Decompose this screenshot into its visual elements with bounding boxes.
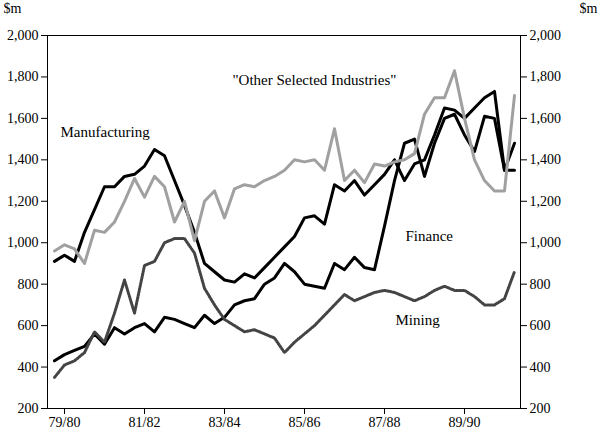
svg-text:1,000: 1,000	[530, 235, 562, 250]
svg-text:Mining: Mining	[396, 312, 441, 328]
svg-text:200: 200	[530, 401, 551, 416]
svg-text:1,600: 1,600	[530, 111, 562, 126]
svg-text:1,800: 1,800	[7, 69, 39, 84]
svg-text:79/80: 79/80	[49, 415, 81, 430]
svg-text:400: 400	[18, 360, 39, 375]
svg-text:1,800: 1,800	[530, 69, 562, 84]
svg-text:200: 200	[18, 401, 39, 416]
svg-text:"Other Selected Industries": "Other Selected Industries"	[233, 72, 397, 88]
svg-text:1,200: 1,200	[7, 194, 39, 209]
svg-text:400: 400	[530, 360, 551, 375]
svg-text:89/90: 89/90	[449, 415, 481, 430]
svg-text:85/86: 85/86	[289, 415, 321, 430]
svg-text:2,000: 2,000	[7, 28, 39, 43]
svg-text:1,200: 1,200	[530, 194, 562, 209]
svg-text:1,400: 1,400	[7, 152, 39, 167]
svg-text:2,000: 2,000	[530, 28, 562, 43]
svg-text:800: 800	[530, 277, 551, 292]
svg-text:$m: $m	[580, 1, 598, 16]
svg-text:81/82: 81/82	[129, 415, 161, 430]
svg-text:87/88: 87/88	[369, 415, 401, 430]
svg-text:Finance: Finance	[406, 228, 454, 244]
svg-text:1,400: 1,400	[530, 152, 562, 167]
svg-text:600: 600	[18, 318, 39, 333]
svg-text:1,000: 1,000	[7, 235, 39, 250]
svg-text:600: 600	[530, 318, 551, 333]
svg-text:1,600: 1,600	[7, 111, 39, 126]
svg-text:800: 800	[18, 277, 39, 292]
svg-text:Manufacturing: Manufacturing	[61, 124, 151, 140]
svg-text:83/84: 83/84	[209, 415, 241, 430]
svg-text:$m: $m	[4, 1, 22, 16]
